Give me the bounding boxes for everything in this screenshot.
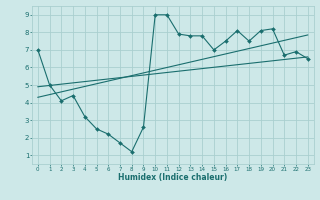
X-axis label: Humidex (Indice chaleur): Humidex (Indice chaleur) <box>118 173 228 182</box>
